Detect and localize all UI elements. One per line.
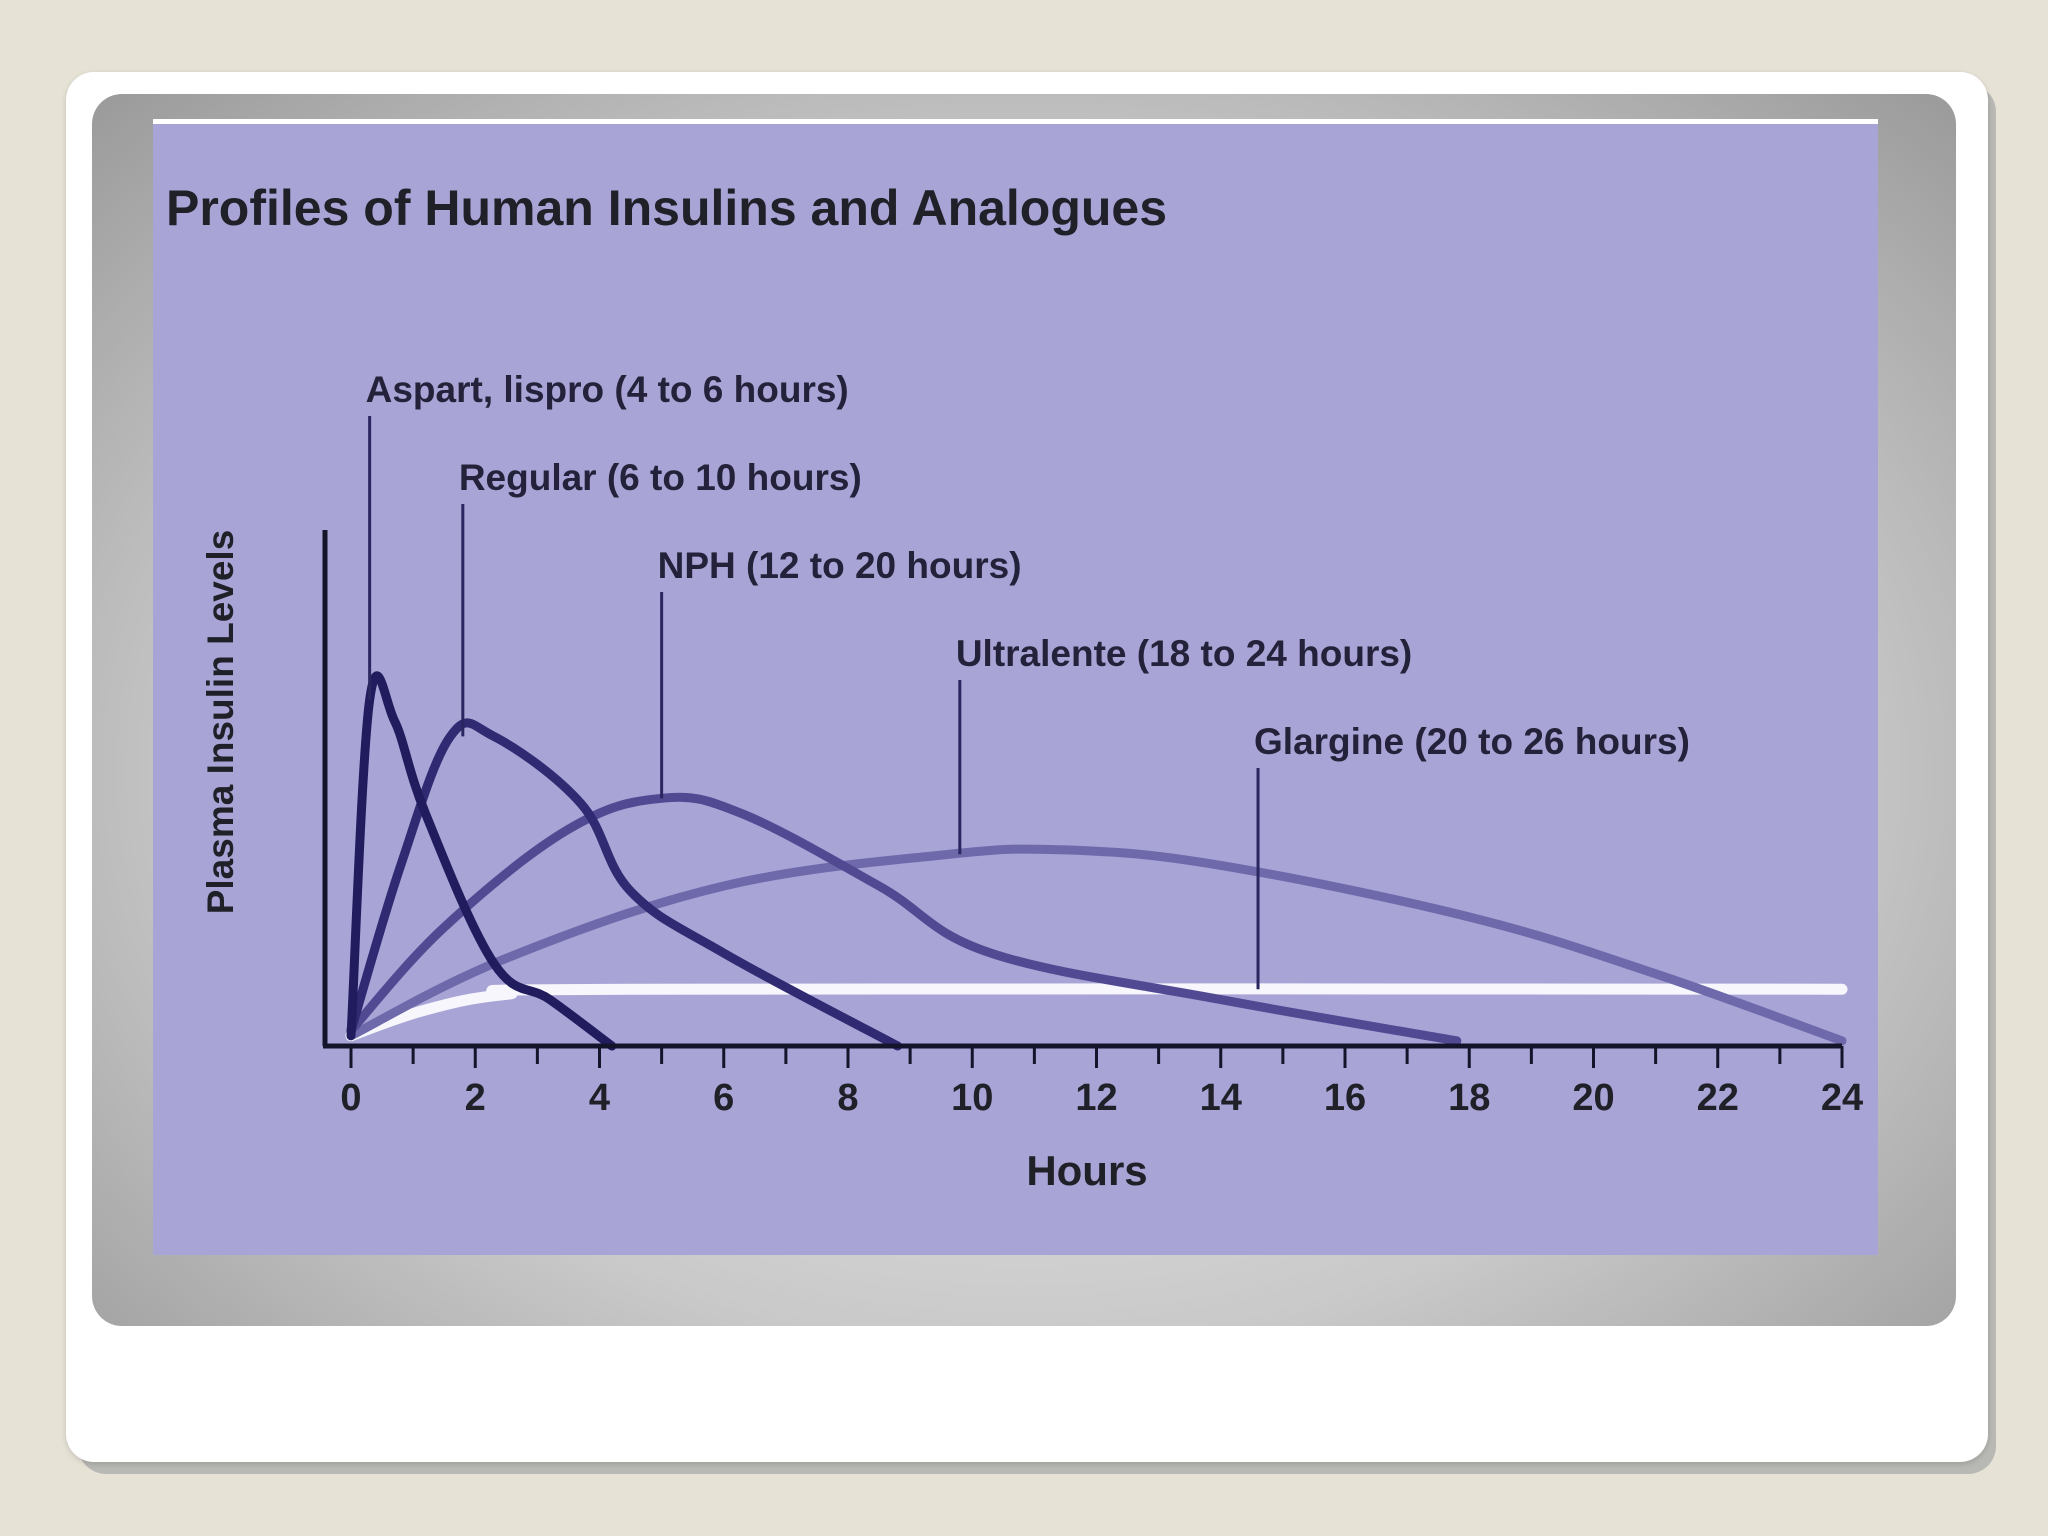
y-axis-label: Plasma Insulin Levels bbox=[200, 530, 241, 915]
series-layer bbox=[345, 671, 1848, 1051]
x-tick-label: 22 bbox=[1697, 1077, 1739, 1119]
x-tick-label: 10 bbox=[951, 1077, 993, 1119]
series-label: Glargine (20 to 26 hours) bbox=[1254, 721, 1690, 762]
x-tick-label: 0 bbox=[340, 1077, 361, 1119]
x-tick-label: 12 bbox=[1075, 1077, 1117, 1119]
x-tick-label: 6 bbox=[713, 1077, 734, 1119]
x-tick-label: 14 bbox=[1200, 1077, 1242, 1119]
series-label: Aspart, lispro (4 to 6 hours) bbox=[366, 369, 849, 410]
x-tick-label: 8 bbox=[837, 1077, 858, 1119]
series-label: NPH (12 to 20 hours) bbox=[658, 545, 1022, 586]
x-axis-label: Hours bbox=[1026, 1147, 1147, 1194]
x-tick-label: 2 bbox=[465, 1077, 486, 1119]
x-tick-label: 4 bbox=[589, 1077, 610, 1119]
series-line-2 bbox=[346, 718, 903, 1051]
series-line-5 bbox=[345, 983, 1848, 1042]
series-label: Ultralente (18 to 24 hours) bbox=[956, 633, 1412, 674]
plot-panel bbox=[153, 119, 1878, 1255]
axis-layer: 0 2 4 6 8 10 12 14 16 18 20 22 24 bbox=[322, 530, 1863, 1119]
series-line-1 bbox=[346, 671, 617, 1051]
chart-title: Profiles of Human Insulins and Analogues bbox=[166, 180, 1167, 236]
x-tick-label: 20 bbox=[1572, 1077, 1614, 1119]
top-rule bbox=[153, 119, 1878, 124]
x-tick-label: 24 bbox=[1821, 1077, 1863, 1119]
series-line-3 bbox=[346, 792, 1462, 1046]
series-label: Regular (6 to 10 hours) bbox=[459, 457, 862, 498]
series-line-4 bbox=[346, 844, 1847, 1046]
x-tick-label: 16 bbox=[1324, 1077, 1366, 1119]
annotation-layer: Aspart, lispro (4 to 6 hours) Regular (6 … bbox=[366, 369, 1690, 990]
x-tick-label: 18 bbox=[1448, 1077, 1490, 1119]
